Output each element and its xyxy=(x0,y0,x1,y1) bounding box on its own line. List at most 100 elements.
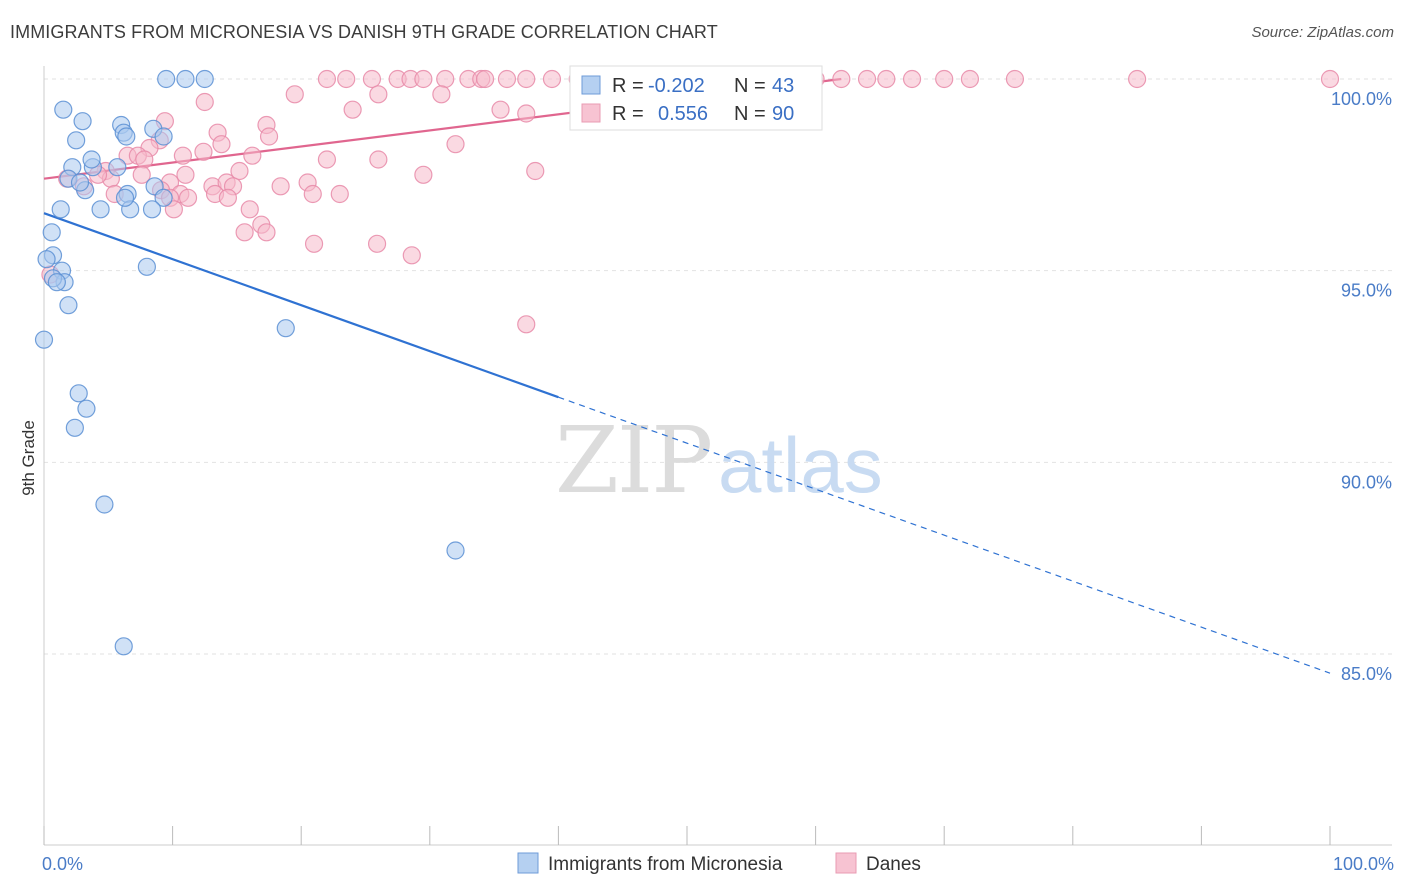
point-danes xyxy=(367,234,387,253)
point-danes xyxy=(432,85,451,104)
point-micronesia xyxy=(117,127,136,146)
point-danes xyxy=(178,188,198,207)
point-danes xyxy=(304,234,324,253)
legend-label-danes: Danes xyxy=(866,854,921,875)
point-danes xyxy=(243,146,262,165)
point-danes xyxy=(369,85,388,104)
point-danes xyxy=(414,165,433,184)
point-danes xyxy=(317,69,337,89)
point-danes xyxy=(491,100,510,119)
point-danes xyxy=(212,135,231,154)
point-micronesia xyxy=(54,100,73,119)
point-danes xyxy=(526,161,545,181)
y-tick-label: 85.0% xyxy=(1341,664,1392,684)
source-credit: Source: ZipAtlas.com xyxy=(1251,24,1394,41)
point-danes xyxy=(517,315,536,334)
trend-dashed-micronesia xyxy=(558,396,1331,674)
point-danes xyxy=(240,200,259,219)
stats-r-value-micronesia: -0.202 xyxy=(648,75,705,97)
y-axis-label: 9th Grade xyxy=(19,420,38,496)
point-micronesia xyxy=(154,188,173,207)
point-danes xyxy=(960,69,980,89)
point-danes xyxy=(362,69,382,89)
point-danes xyxy=(1320,69,1340,89)
point-micronesia xyxy=(195,69,214,89)
stats-swatch-micronesia xyxy=(581,75,601,95)
stats-legend-box xyxy=(569,65,823,131)
point-micronesia xyxy=(69,384,88,403)
legend-swatch-danes xyxy=(835,852,857,874)
point-danes xyxy=(517,69,536,89)
point-danes xyxy=(877,69,896,89)
point-micronesia xyxy=(142,200,162,219)
point-micronesia xyxy=(82,150,101,169)
point-micronesia xyxy=(51,200,70,219)
point-danes xyxy=(902,69,922,89)
point-micronesia xyxy=(73,112,92,131)
point-micronesia xyxy=(154,127,173,146)
point-danes xyxy=(337,69,356,89)
point-danes xyxy=(285,85,304,104)
y-tick-label: 90.0% xyxy=(1341,472,1392,492)
point-danes xyxy=(857,69,877,89)
watermark-zip: ZIP xyxy=(555,407,711,514)
point-danes xyxy=(446,135,465,154)
legend-swatch-micronesia xyxy=(517,852,539,874)
stats-n-value-danes: 90 xyxy=(772,103,794,125)
point-micronesia xyxy=(47,273,66,292)
point-danes xyxy=(235,223,254,242)
point-micronesia xyxy=(137,257,156,276)
trend-solid-micronesia xyxy=(43,212,559,399)
point-micronesia xyxy=(176,69,195,89)
point-micronesia xyxy=(276,319,295,338)
point-danes xyxy=(194,142,213,161)
point-danes xyxy=(369,150,388,169)
stats-n-label-danes: N = xyxy=(734,103,766,125)
point-micronesia xyxy=(65,418,84,437)
point-danes xyxy=(195,92,214,112)
point-danes xyxy=(1005,69,1025,89)
series-legend: Immigrants from Micronesia Danes xyxy=(517,852,921,875)
point-danes xyxy=(1127,69,1147,89)
point-danes xyxy=(542,69,562,89)
point-danes xyxy=(259,127,279,146)
point-danes xyxy=(218,188,237,207)
chart-title: IMMIGRANTS FROM MICRONESIA VS DANISH 9TH… xyxy=(10,22,718,42)
point-micronesia xyxy=(37,250,56,269)
point-danes xyxy=(135,150,154,169)
point-micronesia xyxy=(157,69,176,89)
point-danes xyxy=(330,184,349,204)
point-danes xyxy=(173,146,192,165)
watermark-atlas: atlas xyxy=(718,421,883,509)
stats-swatch-danes xyxy=(581,103,601,123)
point-danes xyxy=(343,100,362,119)
stats-r-value-danes: 0.556 xyxy=(658,103,708,125)
point-micronesia xyxy=(91,200,110,219)
point-danes xyxy=(176,165,195,184)
point-micronesia xyxy=(70,173,90,192)
axes xyxy=(43,66,1392,846)
point-danes xyxy=(414,69,433,89)
point-danes xyxy=(497,69,517,89)
point-danes xyxy=(832,69,851,89)
point-micronesia xyxy=(95,495,114,514)
stats-r-label-micronesia: R = xyxy=(612,75,644,97)
legend-label-micronesia: Immigrants from Micronesia xyxy=(548,854,783,875)
point-micronesia xyxy=(114,637,133,656)
stats-n-value-micronesia: 43 xyxy=(772,75,794,97)
point-danes xyxy=(436,69,455,89)
y-tick-labels: 100.0% 95.0% 90.0% 85.0% xyxy=(1331,89,1392,684)
data-points xyxy=(34,69,1340,656)
point-micronesia xyxy=(115,188,135,207)
point-micronesia xyxy=(67,131,86,150)
point-micronesia xyxy=(42,223,61,242)
x-tick-label: 100.0% xyxy=(1333,854,1394,874)
stats-r-label-danes: R = xyxy=(612,103,644,125)
point-danes xyxy=(517,104,536,123)
point-danes xyxy=(132,165,151,184)
point-micronesia xyxy=(77,399,96,418)
point-danes xyxy=(230,161,249,181)
point-micronesia xyxy=(34,330,54,349)
point-danes xyxy=(271,177,290,196)
